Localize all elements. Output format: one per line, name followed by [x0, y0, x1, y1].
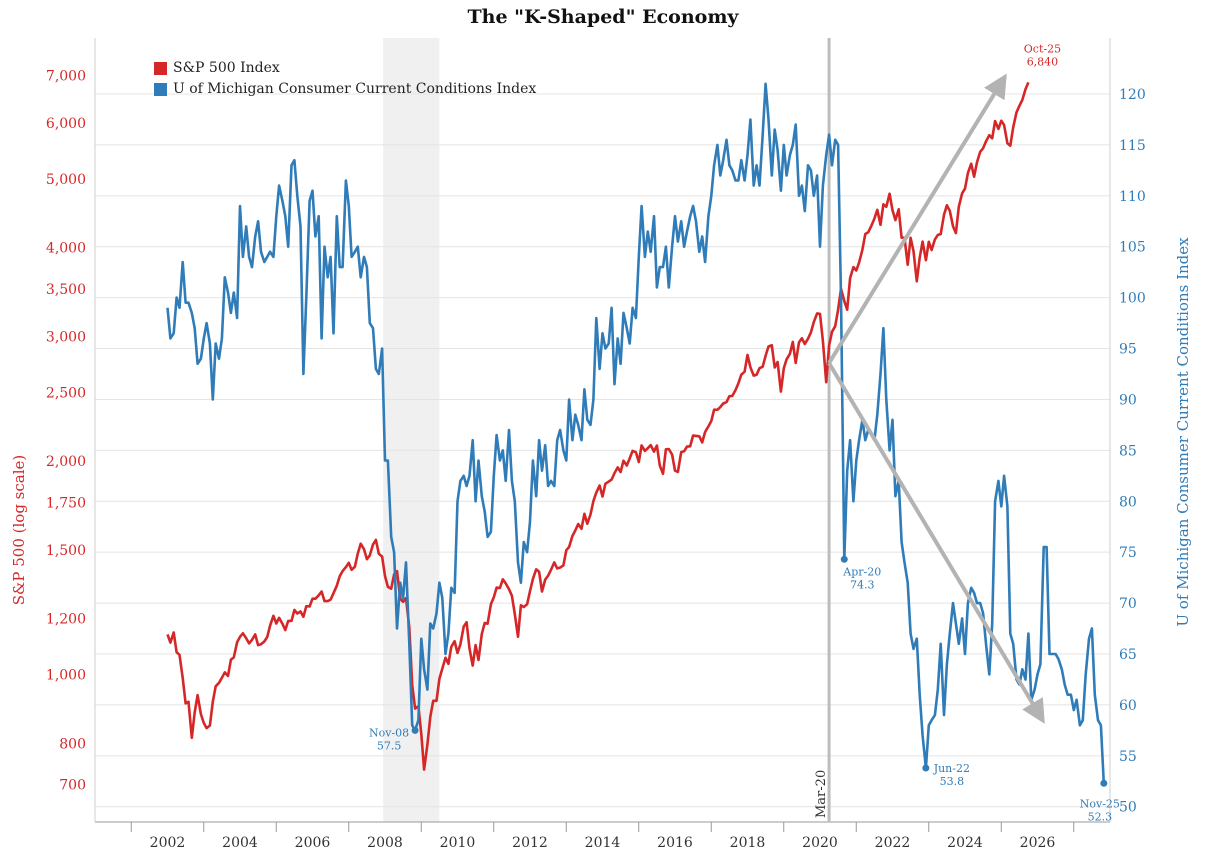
x-tick-label: 2018: [730, 835, 766, 851]
x-tick-label: 2022: [875, 835, 911, 851]
x-tick-label: 2026: [1020, 835, 1056, 851]
right-tick-label: 75: [1119, 545, 1137, 561]
arrow-up: [827, 73, 1007, 365]
right-tick-label: 50: [1119, 800, 1137, 816]
point-nov25: [1100, 779, 1108, 787]
left-tick-label: 800: [59, 736, 86, 752]
x-tick-label: 2016: [657, 835, 693, 851]
annotation-date-nov25: Nov-25: [1080, 797, 1120, 810]
annotation-date-nov08: Nov-08: [369, 726, 409, 739]
left-tick-label: 4,000: [46, 241, 86, 257]
right-tick-label: 110: [1119, 189, 1146, 205]
x-tick-label: 2002: [150, 835, 186, 851]
legend-label-umich: U of Michigan Consumer Current Condition…: [173, 81, 537, 97]
left-tick-label: 1,000: [46, 668, 86, 684]
legend-item-umich[interactable]: U of Michigan Consumer Current Condition…: [154, 79, 536, 100]
left-tick-label: 1,200: [46, 612, 86, 628]
point-nov08: [411, 726, 419, 734]
left-tick-label: 3,500: [46, 282, 86, 298]
right-tick-label: 85: [1119, 443, 1137, 459]
right-tick-label: 105: [1119, 240, 1146, 256]
annotation-value-oct25: 6,840: [1027, 55, 1059, 68]
left-tick-label: 5,000: [46, 172, 86, 188]
annotation-date-apr20: Apr-20: [842, 565, 881, 578]
legend-label-sp500: S&P 500 Index: [173, 60, 280, 76]
chart-title: The "K-Shaped" Economy: [467, 6, 739, 28]
right-tick-label: 95: [1119, 342, 1137, 358]
legend: S&P 500 Index U of Michigan Consumer Cur…: [154, 58, 536, 100]
x-tick-label: 2010: [440, 835, 476, 851]
right-tick-label: 80: [1119, 494, 1137, 510]
left-tick-label: 2,000: [46, 454, 86, 470]
arrow-down: [827, 362, 1045, 724]
left-tick-label: 1,750: [46, 495, 86, 511]
x-tick-label: 2024: [947, 835, 983, 851]
x-tick-label: 2004: [222, 835, 258, 851]
legend-item-sp500[interactable]: S&P 500 Index: [154, 58, 536, 79]
right-tick-label: 115: [1119, 138, 1146, 154]
right-tick-label: 70: [1119, 596, 1137, 612]
annotation-value-nov25: 52.3: [1088, 810, 1113, 823]
annotation-date-jun22: Jun-22: [933, 762, 970, 775]
point-apr20: [840, 555, 848, 563]
point-jun22: [922, 764, 930, 772]
right-tick-label: 90: [1119, 392, 1137, 408]
legend-swatch-sp500: [154, 62, 167, 75]
x-tick-label: 2012: [512, 835, 548, 851]
annotation-value-apr20: 74.3: [850, 578, 875, 591]
series-line-sp500: [166, 81, 1030, 771]
marker-label: Mar-20: [814, 770, 829, 818]
left-tick-label: 1,500: [46, 543, 86, 559]
x-tick-label: 2020: [802, 835, 838, 851]
right-tick-label: 65: [1119, 647, 1137, 663]
right-tick-label: 55: [1119, 749, 1137, 765]
left-axis-title: S&P 500 (log scale): [10, 455, 28, 606]
annotation-value-jun22: 53.8: [940, 775, 965, 788]
left-tick-label: 3,000: [46, 329, 86, 345]
left-tick-label: 6,000: [46, 116, 86, 132]
right-tick-label: 120: [1119, 87, 1146, 103]
left-tick-label: 7,000: [46, 68, 86, 84]
left-tick-label: 2,500: [46, 385, 86, 401]
left-tick-label: 700: [59, 778, 86, 794]
annotation-date-oct25: Oct-25: [1024, 42, 1061, 55]
x-tick-label: 2008: [367, 835, 403, 851]
right-tick-label: 60: [1119, 698, 1137, 714]
x-tick-label: 2014: [585, 835, 621, 851]
annotation-value-nov08: 57.5: [377, 739, 402, 752]
series-line-umich: [166, 82, 1106, 784]
right-axis-title: U of Michigan Consumer Current Condition…: [1174, 237, 1192, 627]
legend-swatch-umich: [154, 83, 167, 96]
x-tick-label: 2006: [295, 835, 331, 851]
right-tick-label: 100: [1119, 291, 1146, 307]
